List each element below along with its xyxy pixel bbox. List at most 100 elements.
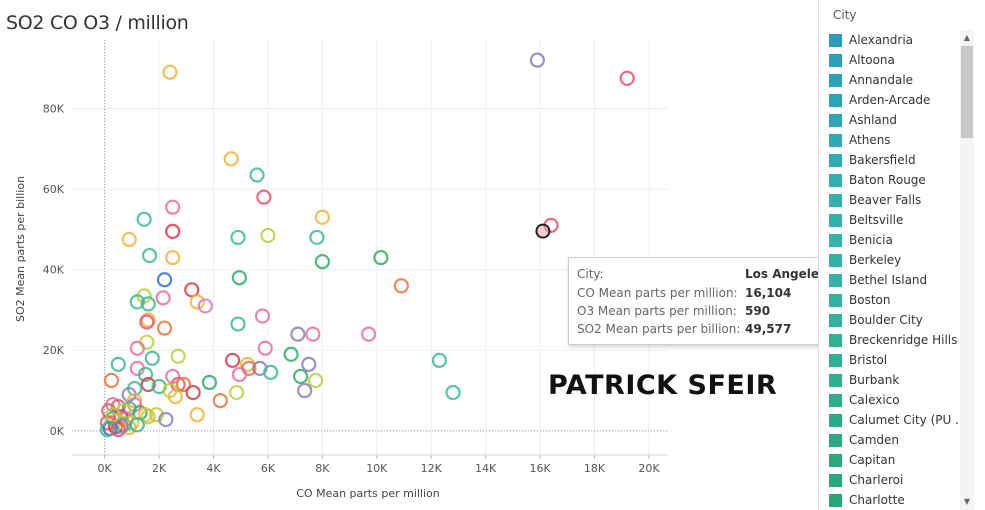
data-point[interactable] [103, 372, 120, 389]
data-point[interactable] [254, 308, 271, 324]
data-point[interactable] [297, 382, 313, 399]
legend-item[interactable]: Benicia [829, 230, 977, 250]
data-point[interactable] [223, 151, 239, 167]
legend-item[interactable]: Arden-Arcade [829, 90, 977, 110]
data-point[interactable] [99, 422, 115, 438]
data-point[interactable] [373, 249, 389, 266]
data-point[interactable] [165, 223, 181, 239]
data-point[interactable] [431, 352, 447, 368]
data-point[interactable] [290, 326, 306, 342]
data-point[interactable] [445, 384, 461, 401]
data-point[interactable] [165, 199, 181, 215]
data-point[interactable] [197, 298, 213, 314]
data-point[interactable] [156, 272, 173, 288]
data-point[interactable] [309, 229, 325, 246]
data-point[interactable] [110, 422, 126, 438]
data-point[interactable] [260, 227, 276, 244]
legend-item[interactable]: Altoona [829, 50, 977, 70]
legend-item[interactable]: Charleroi [829, 470, 977, 490]
data-point[interactable] [314, 209, 330, 225]
data-point[interactable] [155, 290, 171, 306]
data-point[interactable] [230, 316, 246, 332]
data-point[interactable] [283, 346, 299, 362]
data-point[interactable] [140, 376, 156, 393]
scroll-down-arrow-icon[interactable]: ▼ [963, 497, 971, 506]
legend-item[interactable]: Boston [829, 290, 977, 310]
legend-item[interactable]: Bristol [829, 350, 977, 370]
data-point[interactable] [249, 167, 265, 183]
data-point[interactable] [231, 366, 247, 383]
legend-scrollbar[interactable]: ▲ ▼ [960, 30, 974, 510]
legend-swatch [829, 93, 842, 107]
legend-item[interactable]: Camden [829, 430, 977, 450]
data-point[interactable] [301, 356, 317, 372]
legend-item[interactable]: Charlotte [829, 490, 977, 510]
data-point[interactable] [129, 294, 145, 310]
data-point[interactable] [263, 364, 279, 381]
scroll-up-arrow-icon[interactable]: ▲ [963, 33, 971, 42]
data-point[interactable] [141, 247, 158, 264]
data-point[interactable] [307, 372, 324, 389]
legend-item[interactable]: Beaver Falls [829, 190, 977, 210]
data-point[interactable] [201, 374, 218, 391]
legend-item[interactable]: Athens [829, 130, 977, 150]
legend-item[interactable]: Ashland [829, 110, 977, 130]
data-point[interactable] [229, 384, 245, 401]
data-point[interactable] [140, 409, 156, 425]
data-point[interactable] [158, 411, 174, 428]
data-point[interactable] [361, 326, 377, 342]
data-point[interactable] [393, 278, 409, 294]
data-point[interactable] [144, 350, 160, 366]
legend-item[interactable]: Burbank [829, 370, 977, 390]
data-point[interactable] [129, 417, 145, 433]
legend-item[interactable]: Capitan [829, 450, 977, 470]
data-point[interactable] [184, 282, 200, 298]
data-point[interactable] [305, 326, 321, 342]
data-point[interactable] [156, 320, 173, 336]
data-point[interactable] [139, 334, 155, 350]
legend-item[interactable]: Berkeley [829, 250, 977, 270]
data-point[interactable] [105, 407, 121, 423]
legend-item[interactable]: Bethel Island [829, 270, 977, 290]
data-point[interactable] [230, 229, 246, 246]
data-point[interactable] [137, 407, 154, 423]
data-point[interactable] [140, 296, 156, 312]
legend-item[interactable]: Calexico [829, 390, 977, 410]
data-point[interactable] [293, 368, 309, 385]
data-point[interactable] [136, 211, 152, 227]
data-point[interactable] [110, 356, 126, 372]
data-point[interactable] [224, 352, 241, 368]
legend-item[interactable]: Alexandria [829, 30, 977, 50]
data-points[interactable] [99, 52, 635, 438]
data-point[interactable] [231, 270, 247, 286]
data-point[interactable] [165, 249, 181, 266]
legend-item[interactable]: Bakersfield [829, 150, 977, 170]
scroll-thumb[interactable] [961, 46, 973, 138]
data-point[interactable] [257, 340, 273, 356]
legend-item[interactable]: Breckenridge Hills [829, 330, 977, 350]
data-point[interactable] [170, 348, 186, 364]
highlighted-data-point[interactable] [535, 223, 551, 239]
data-point[interactable] [121, 420, 137, 436]
legend-item[interactable]: Annandale [829, 70, 977, 90]
data-point[interactable] [129, 340, 145, 356]
legend-item[interactable]: Beltsville [829, 210, 977, 230]
data-point[interactable] [256, 189, 272, 205]
data-point[interactable] [212, 393, 228, 409]
data-point[interactable] [162, 64, 178, 80]
data-point[interactable] [189, 294, 205, 310]
data-point[interactable] [137, 366, 154, 383]
legend-item[interactable]: Baton Rouge [829, 170, 977, 190]
data-point[interactable] [619, 70, 635, 86]
data-point[interactable] [529, 52, 545, 68]
data-point[interactable] [185, 384, 201, 401]
data-point[interactable] [167, 388, 184, 405]
data-point[interactable] [314, 254, 330, 270]
legend-item[interactable]: Boulder City [829, 310, 977, 330]
legend-item[interactable]: Calumet City (PU .. [829, 410, 977, 430]
data-point[interactable] [189, 407, 205, 423]
data-point[interactable] [175, 376, 192, 393]
data-point[interactable] [139, 314, 155, 330]
data-point[interactable] [121, 231, 137, 248]
data-point[interactable] [113, 418, 129, 434]
